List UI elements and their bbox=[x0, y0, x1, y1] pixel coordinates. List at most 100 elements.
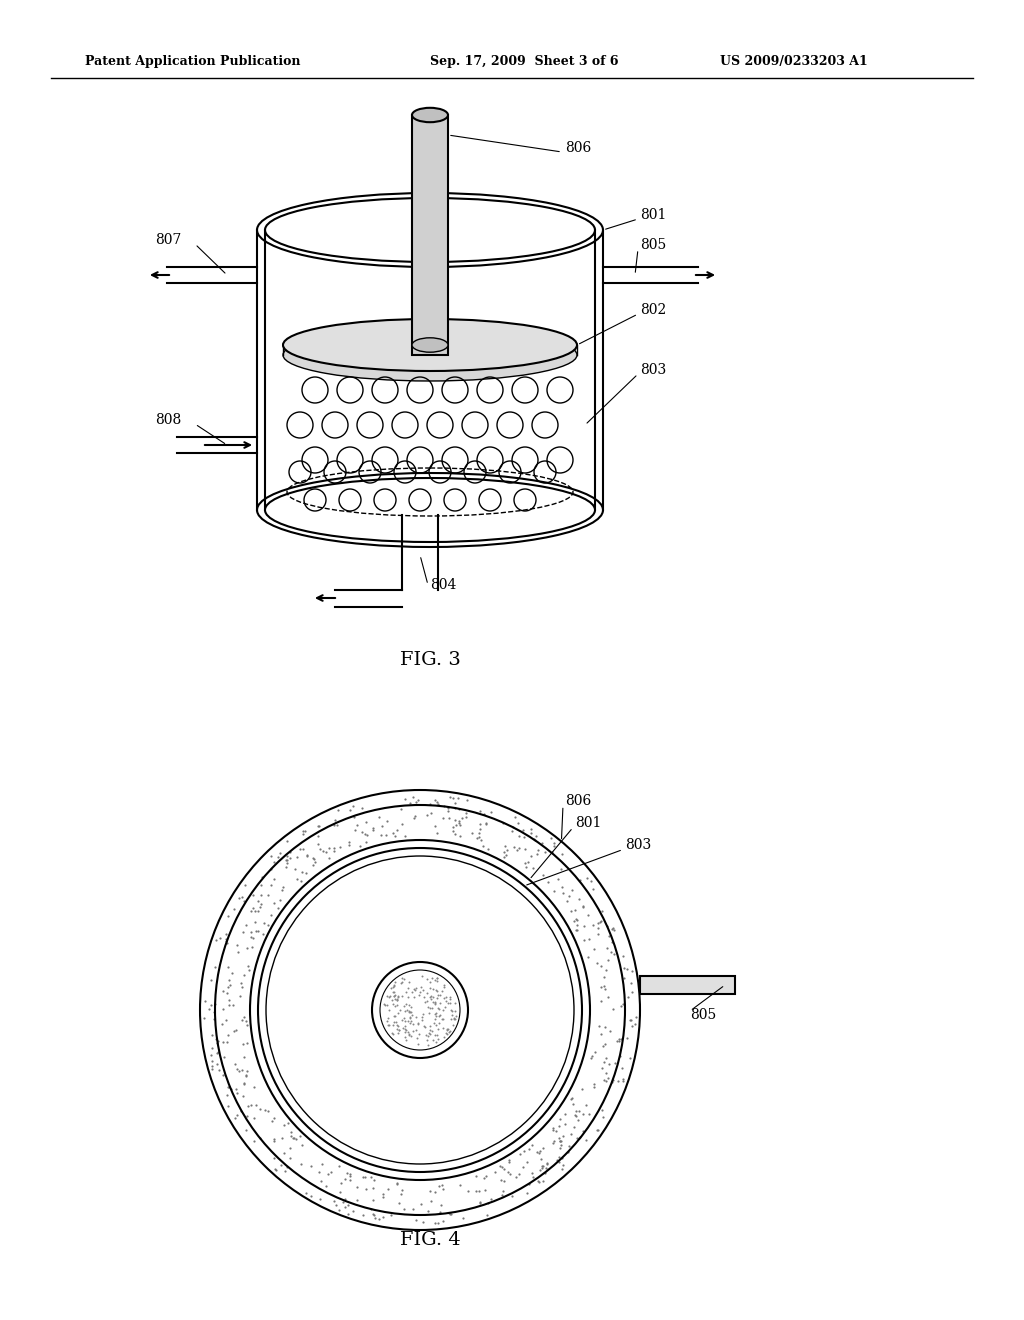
Point bbox=[435, 1177, 452, 1199]
Point bbox=[307, 851, 324, 873]
Point bbox=[221, 994, 238, 1015]
Point bbox=[213, 1014, 229, 1035]
Point bbox=[519, 1183, 536, 1204]
Point bbox=[530, 1171, 547, 1192]
Point bbox=[228, 1019, 245, 1040]
Point bbox=[552, 1109, 568, 1130]
Point bbox=[396, 1015, 413, 1036]
Point bbox=[383, 1204, 399, 1225]
Point bbox=[227, 1053, 244, 1074]
Point bbox=[566, 909, 583, 931]
Point bbox=[385, 1006, 401, 1027]
Point bbox=[268, 1160, 285, 1181]
Point bbox=[403, 1026, 420, 1047]
Point bbox=[597, 1047, 613, 1068]
Point bbox=[221, 974, 238, 995]
Point bbox=[436, 795, 453, 816]
Point bbox=[233, 887, 250, 908]
Point bbox=[228, 1082, 245, 1104]
Point bbox=[425, 986, 441, 1007]
Point bbox=[379, 810, 395, 832]
Point bbox=[526, 829, 543, 850]
Point bbox=[222, 1078, 239, 1100]
Point bbox=[398, 999, 415, 1020]
Text: 807: 807 bbox=[155, 234, 181, 247]
Point bbox=[553, 1135, 569, 1156]
Point bbox=[535, 1158, 551, 1179]
Point bbox=[394, 1010, 411, 1031]
Point bbox=[524, 857, 541, 878]
Point bbox=[234, 1060, 251, 1081]
Point bbox=[252, 1098, 268, 1119]
Point bbox=[516, 838, 532, 859]
Point bbox=[309, 834, 326, 855]
Point bbox=[286, 1127, 302, 1148]
Point bbox=[554, 843, 570, 865]
Point bbox=[589, 1119, 605, 1140]
Point bbox=[387, 995, 403, 1016]
Point bbox=[385, 1023, 401, 1044]
Point bbox=[226, 1020, 243, 1041]
Point bbox=[439, 993, 456, 1014]
Point bbox=[471, 813, 487, 834]
Point bbox=[420, 997, 436, 1018]
Point bbox=[616, 968, 633, 989]
Point bbox=[598, 1071, 614, 1092]
Point bbox=[623, 973, 639, 994]
Point bbox=[250, 900, 266, 921]
Point bbox=[429, 1212, 445, 1233]
Point bbox=[463, 822, 479, 843]
Point bbox=[434, 981, 451, 1002]
Point bbox=[539, 1154, 555, 1175]
Point bbox=[507, 807, 523, 828]
Point bbox=[341, 1164, 357, 1185]
Point bbox=[402, 792, 419, 813]
Point bbox=[385, 977, 401, 998]
Point bbox=[386, 825, 402, 846]
Point bbox=[255, 924, 271, 945]
Point bbox=[366, 820, 382, 841]
Point bbox=[606, 944, 623, 965]
Point bbox=[596, 1051, 612, 1072]
Point bbox=[403, 982, 420, 1003]
Point bbox=[593, 991, 609, 1012]
Point bbox=[272, 1155, 289, 1176]
Point bbox=[282, 847, 298, 869]
Point bbox=[396, 995, 413, 1016]
Point bbox=[593, 1057, 609, 1078]
Point bbox=[605, 998, 622, 1019]
Point bbox=[593, 956, 609, 977]
Point bbox=[430, 793, 446, 814]
Point bbox=[353, 797, 370, 818]
Point bbox=[415, 979, 431, 1001]
Point bbox=[594, 1100, 610, 1121]
Point bbox=[326, 837, 342, 858]
Point bbox=[494, 1184, 510, 1205]
Point bbox=[589, 953, 605, 974]
Point bbox=[401, 972, 418, 993]
Point bbox=[365, 817, 381, 838]
Point bbox=[253, 884, 269, 906]
Point bbox=[593, 1023, 609, 1044]
Point bbox=[317, 1176, 334, 1197]
Point bbox=[415, 1212, 431, 1233]
Point bbox=[551, 1152, 567, 1173]
Ellipse shape bbox=[257, 193, 603, 267]
Point bbox=[419, 1026, 435, 1047]
Point bbox=[424, 1020, 440, 1041]
Circle shape bbox=[200, 789, 640, 1230]
Point bbox=[366, 1189, 382, 1210]
Point bbox=[586, 1073, 602, 1094]
Point bbox=[568, 920, 585, 941]
Point bbox=[322, 847, 338, 869]
Point bbox=[422, 1023, 438, 1044]
Point bbox=[512, 1143, 528, 1164]
Point bbox=[536, 1171, 552, 1192]
Point bbox=[401, 1024, 418, 1045]
Point bbox=[265, 892, 282, 913]
Point bbox=[496, 841, 512, 862]
Point bbox=[210, 1031, 226, 1052]
Point bbox=[278, 1160, 294, 1181]
Point bbox=[418, 1024, 434, 1045]
Point bbox=[610, 1031, 627, 1052]
